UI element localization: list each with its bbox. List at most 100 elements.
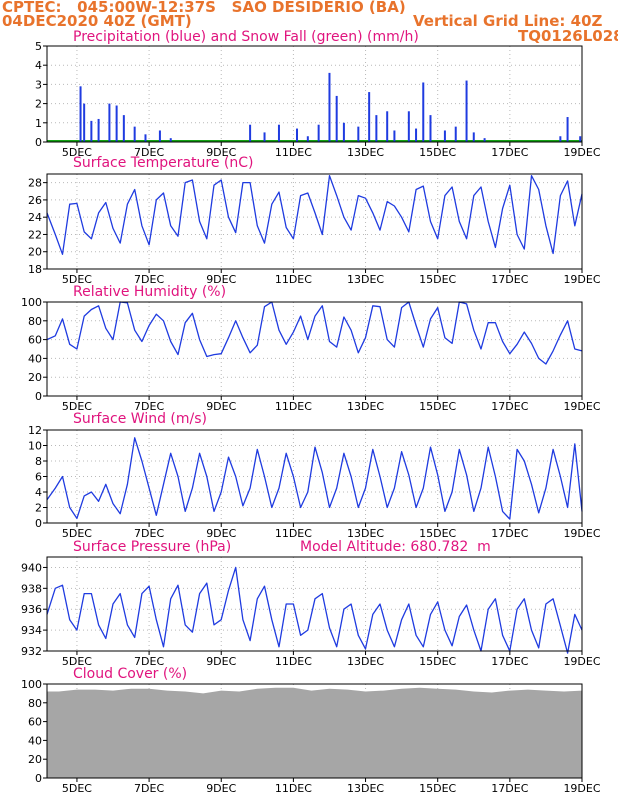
- precip-bar: [115, 105, 118, 142]
- temp-xtick-label: 7DEC: [134, 273, 164, 286]
- humidity-ytick-label: 100: [21, 296, 42, 309]
- cloud-xtick-label: 19DEC: [563, 782, 600, 795]
- precip-bar: [422, 82, 425, 142]
- precip-bar: [342, 122, 345, 142]
- precip-ytick-label: 5: [35, 40, 42, 53]
- wind-xtick-label: 11DEC: [275, 527, 312, 540]
- temp-ytick-label: 28: [28, 177, 42, 190]
- pressure-xtick-label: 9DEC: [206, 655, 236, 668]
- precip-bar: [483, 138, 486, 142]
- wind-ytick-label: 6: [35, 471, 42, 484]
- wind-xtick-label: 9DEC: [206, 527, 236, 540]
- humidity-ytick-label: 80: [28, 315, 42, 328]
- cloud-xtick-label: 7DEC: [134, 782, 164, 795]
- cloud-frame: [46, 683, 583, 779]
- temp-ytick-label: 18: [28, 263, 42, 276]
- header-model-code: TQ0126L028: [518, 27, 618, 45]
- wind-ytick-label: 10: [28, 440, 42, 453]
- temp-xtick-label: 5DEC: [62, 273, 92, 286]
- humidity-ytick-label: 20: [28, 371, 42, 384]
- precip-xtick-label: 5DEC: [62, 146, 92, 159]
- precip-bar: [415, 128, 418, 142]
- precip-bar: [133, 126, 136, 142]
- precip-title: Precipitation (blue) and Snow Fall (gree…: [73, 29, 419, 45]
- humidity-ytick-label: 0: [35, 390, 42, 403]
- precip-bar: [328, 72, 331, 142]
- cloud-xtick-label: 11DEC: [275, 782, 312, 795]
- pressure-xtick-label: 13DEC: [347, 655, 384, 668]
- temp-xtick-label: 17DEC: [491, 273, 528, 286]
- temp-xtick-label: 11DEC: [275, 273, 312, 286]
- precip-frame: [46, 45, 583, 143]
- cloud-ytick-label: 100: [21, 678, 42, 691]
- temp-xtick-label: 13DEC: [347, 273, 384, 286]
- header-location: CPTEC: 045:00W-12:37S SAO DESIDERIO (BA): [2, 0, 406, 16]
- wind-xtick-label: 5DEC: [62, 527, 92, 540]
- cloud-ytick-label: 60: [28, 716, 42, 729]
- temp-series-line: [46, 175, 583, 255]
- wind-series-line: [46, 437, 583, 520]
- precip-bar: [90, 120, 93, 142]
- precip-bar: [454, 126, 457, 142]
- wind-ytick-label: 2: [35, 502, 42, 515]
- precip-bar: [83, 103, 86, 142]
- cloud-ytick-label: 80: [28, 697, 42, 710]
- precip-bar: [97, 118, 100, 142]
- wind-title: Surface Wind (m/s): [73, 411, 207, 427]
- wind-xtick-label: 13DEC: [347, 527, 384, 540]
- temp-xtick-label: 15DEC: [419, 273, 456, 286]
- precip-xtick-label: 9DEC: [206, 146, 236, 159]
- pressure-frame: [46, 556, 583, 652]
- header-date: 04DEC2020 40Z (GMT): [2, 12, 192, 30]
- temp-ytick-label: 24: [28, 211, 42, 224]
- precip-bar: [122, 115, 125, 142]
- cloud-xtick-label: 13DEC: [347, 782, 384, 795]
- wind-xtick-label: 15DEC: [419, 527, 456, 540]
- temp-ytick-label: 20: [28, 246, 42, 259]
- cloud-cover-area: [47, 687, 582, 778]
- precip-bar: [566, 117, 569, 142]
- precip-bar: [249, 124, 252, 142]
- pressure-xtick-label: 7DEC: [134, 655, 164, 668]
- precip-bar: [386, 111, 389, 142]
- humidity-frame: [46, 301, 583, 397]
- pressure-ytick-label: 936: [21, 603, 42, 616]
- cloud-xtick-label: 17DEC: [491, 782, 528, 795]
- pressure-altitude: Model Altitude: 680.782 m: [300, 539, 491, 555]
- humidity-ytick-label: 40: [28, 352, 42, 365]
- pressure-ytick-label: 938: [21, 582, 42, 595]
- precip-bar: [263, 132, 266, 142]
- temp-ytick-label: 26: [28, 194, 42, 207]
- temp-title: Surface Temperature (nC): [73, 155, 254, 171]
- precip-bar: [579, 136, 582, 142]
- pressure-ytick-label: 940: [21, 561, 42, 574]
- precip-bar: [144, 134, 147, 142]
- pressure-xtick-label: 5DEC: [62, 655, 92, 668]
- precip-xtick-label: 11DEC: [275, 146, 312, 159]
- precip-bar: [443, 130, 446, 142]
- pressure-title: Surface Pressure (hPa): [73, 539, 232, 555]
- precip-bar: [335, 95, 338, 142]
- humidity-xtick-label: 15DEC: [419, 400, 456, 413]
- humidity-ytick-label: 60: [28, 334, 42, 347]
- precip-ytick-label: 2: [35, 98, 42, 111]
- precip-bar: [407, 111, 410, 142]
- wind-ytick-label: 0: [35, 517, 42, 530]
- temp-xtick-label: 9DEC: [206, 273, 236, 286]
- humidity-xtick-label: 7DEC: [134, 400, 164, 413]
- pressure-xtick-label: 19DEC: [563, 655, 600, 668]
- precip-bar: [277, 124, 280, 142]
- precip-ytick-label: 0: [35, 136, 42, 149]
- cloud-xtick-label: 15DEC: [419, 782, 456, 795]
- wind-xtick-label: 17DEC: [491, 527, 528, 540]
- humidity-title: Relative Humidity (%): [73, 284, 227, 300]
- pressure-ytick-label: 934: [21, 624, 42, 637]
- precip-ytick-label: 3: [35, 78, 42, 91]
- precip-bar: [559, 136, 562, 142]
- precip-bar: [393, 130, 396, 142]
- precip-xtick-label: 7DEC: [134, 146, 164, 159]
- temp-ytick-label: 22: [28, 228, 42, 241]
- precip-bar: [296, 128, 299, 142]
- cloud-ytick-label: 20: [28, 753, 42, 766]
- precip-bar: [375, 115, 378, 142]
